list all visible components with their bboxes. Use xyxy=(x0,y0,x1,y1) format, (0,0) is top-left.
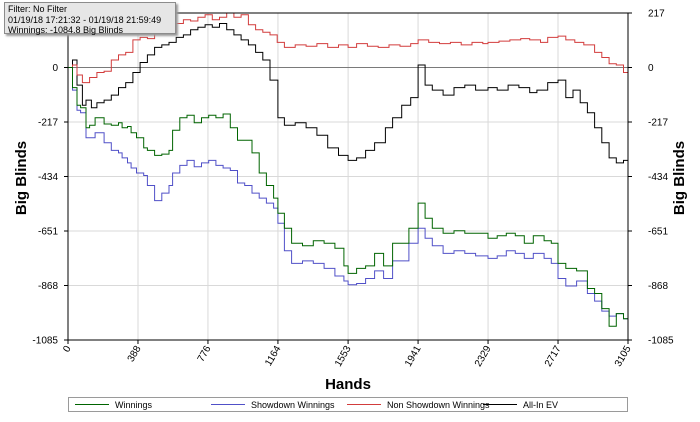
x-tick-label: 1941 xyxy=(403,344,424,369)
chart-grid xyxy=(67,12,629,341)
series-line-all-in-ev xyxy=(68,23,629,176)
series-line-showdown-winnings xyxy=(68,67,628,320)
y-tick-label-left: -651 xyxy=(38,227,58,238)
legend-item-non-showdown-winnings[interactable]: Non Showdown Winnings xyxy=(347,398,490,411)
tick-labels: 21721700-217-217-434-434-651-651-868-868… xyxy=(32,9,674,369)
x-tick-label: 2329 xyxy=(473,344,494,369)
legend-item-showdown-winnings[interactable]: Showdown Winnings xyxy=(211,398,335,411)
x-tick-label: 1553 xyxy=(333,344,354,369)
legend-label-all-in-ev: All-In EV xyxy=(523,399,559,410)
legend-label-showdown-winnings: Showdown Winnings xyxy=(251,399,335,410)
legend-swatch-non-showdown-winnings xyxy=(347,404,381,405)
chart-legend: Winnings Showdown Winnings Non Showdown … xyxy=(68,397,628,412)
y-axis-title-right: Big Blinds xyxy=(671,141,688,215)
date-range-label: 01/19/18 17:21:32 - 01/19/18 21:59:49 xyxy=(8,14,162,25)
series-line-winnings xyxy=(68,67,629,340)
filter-info-box: Filter: No Filter 01/19/18 17:21:32 - 01… xyxy=(4,2,176,35)
legend-label-non-showdown-winnings: Non Showdown Winnings xyxy=(387,399,490,410)
y-tick-label-right: -1085 xyxy=(648,336,674,347)
y-tick-label-left: -217 xyxy=(38,118,58,129)
y-tick-label-left: -434 xyxy=(38,172,58,183)
y-tick-label-left: 0 xyxy=(52,63,58,74)
legend-item-winnings[interactable]: Winnings xyxy=(75,398,152,411)
y-tick-label-right: -868 xyxy=(648,281,668,292)
series-lines xyxy=(68,12,629,340)
x-tick-label: 3105 xyxy=(613,344,634,369)
y-tick-label-left: -868 xyxy=(38,281,58,292)
x-tick-label: 0 xyxy=(61,344,74,355)
x-tick-label: 776 xyxy=(196,344,214,364)
winnings-total-label: Winnings: -1084.8 Big Blinds xyxy=(8,25,124,35)
x-tick-label: 388 xyxy=(126,344,144,364)
legend-swatch-winnings xyxy=(75,404,109,405)
y-tick-label-right: -217 xyxy=(648,118,668,129)
x-axis-title: Hands xyxy=(325,376,371,393)
x-tick-label: 1164 xyxy=(263,344,283,369)
filter-label: Filter: No Filter xyxy=(8,4,68,14)
series-line-non-showdown-winnings xyxy=(68,12,629,84)
y-tick-label-left: -1085 xyxy=(32,336,58,347)
y-tick-label-right: 217 xyxy=(648,9,665,20)
legend-item-all-in-ev[interactable]: All-In EV xyxy=(483,398,558,411)
legend-swatch-all-in-ev xyxy=(483,404,517,405)
x-tick-label: 2717 xyxy=(543,344,564,369)
y-tick-label-right: -434 xyxy=(648,172,668,183)
y-axis-title-left: Big Blinds xyxy=(13,141,30,215)
legend-swatch-showdown-winnings xyxy=(211,404,245,405)
y-tick-label-right: 0 xyxy=(648,63,654,74)
y-tick-label-right: -651 xyxy=(648,227,668,238)
legend-label-winnings: Winnings xyxy=(115,399,153,410)
